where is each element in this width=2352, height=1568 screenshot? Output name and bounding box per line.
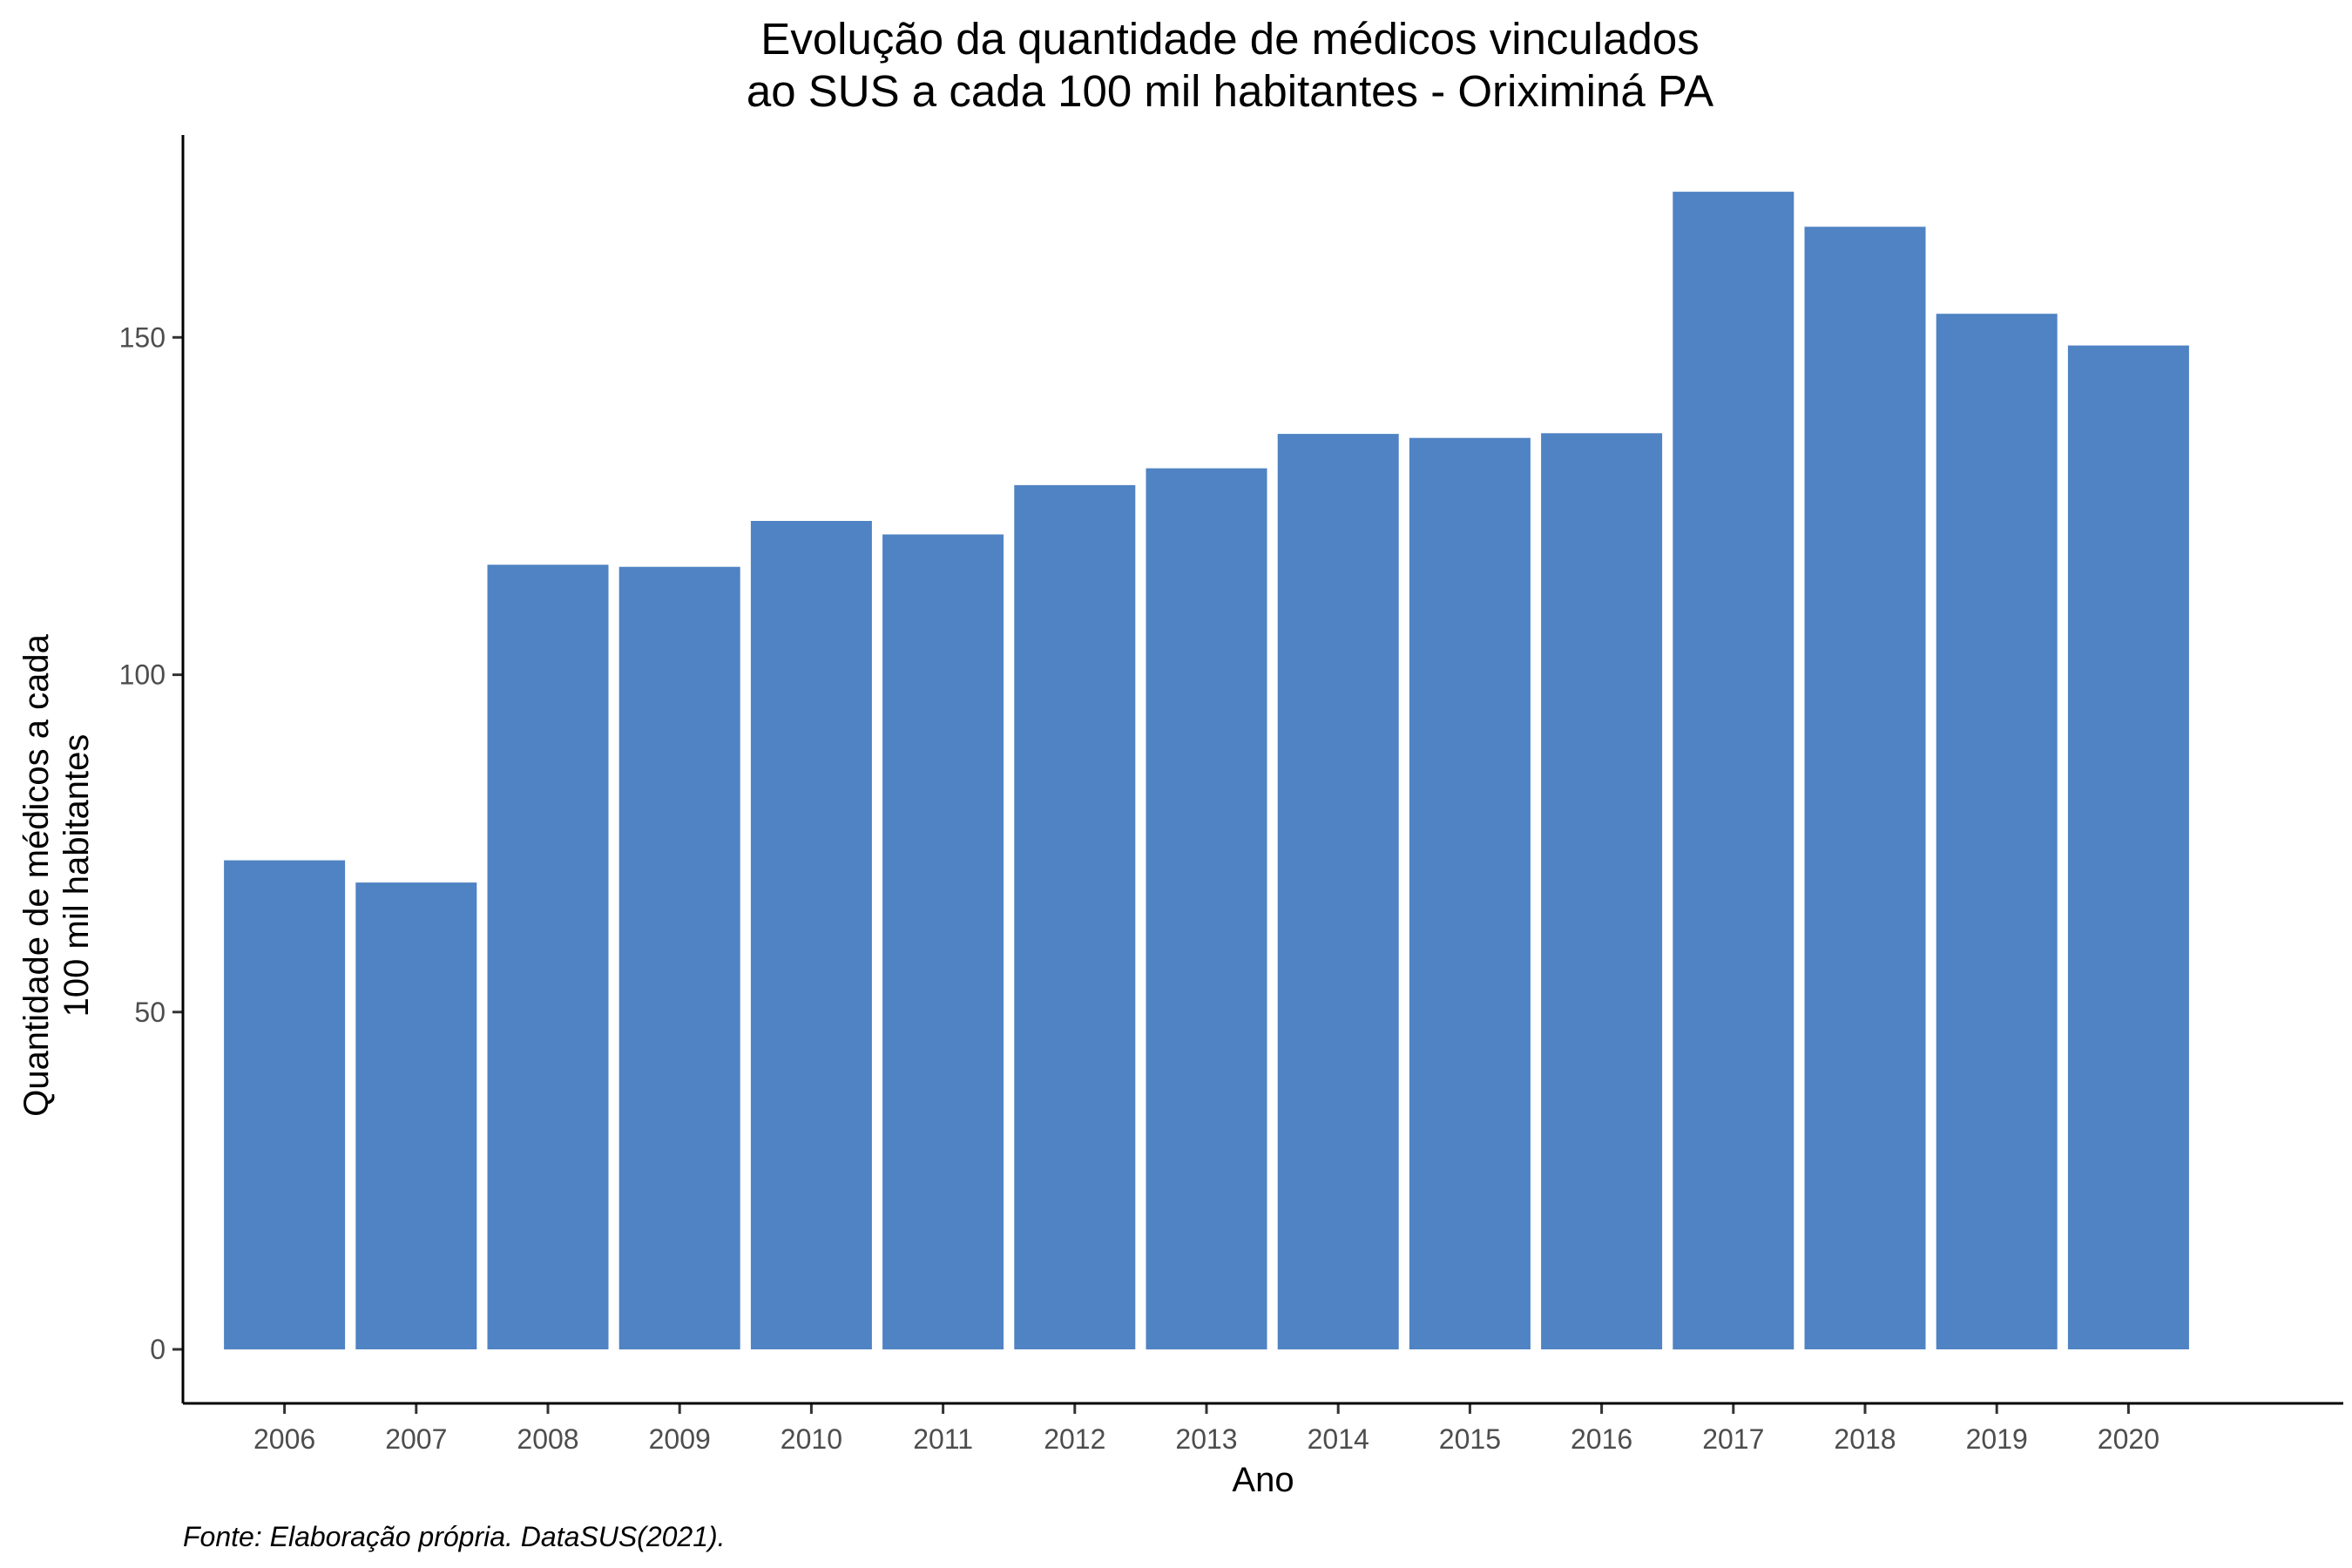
x-tick-label-2015: 2015 — [1439, 1423, 1501, 1455]
x-tick-label-2006: 2006 — [253, 1423, 315, 1455]
x-tick-label-2016: 2016 — [1571, 1423, 1632, 1455]
y-axis-title-line-2: 100 mil habitantes — [57, 734, 96, 1017]
x-tick-label-2012: 2012 — [1044, 1423, 1105, 1455]
x-tick-label-2014: 2014 — [1308, 1423, 1369, 1455]
bar-2014 — [1277, 434, 1399, 1350]
y-tick-label-50: 50 — [134, 997, 166, 1028]
bar-2008 — [487, 564, 609, 1349]
x-tick-label-2009: 2009 — [649, 1423, 711, 1455]
x-tick-label-2008: 2008 — [517, 1423, 578, 1455]
bar-2011 — [882, 534, 1004, 1350]
x-tick-label-2007: 2007 — [385, 1423, 447, 1455]
chart-title-line-2: ao SUS a cada 100 mil habitantes - Orixi… — [747, 66, 1713, 116]
x-tick-label-2013: 2013 — [1175, 1423, 1237, 1455]
bar-2012 — [1014, 484, 1136, 1349]
x-tick-label-2018: 2018 — [1834, 1423, 1896, 1455]
x-tick-label-2010: 2010 — [781, 1423, 842, 1455]
bar-2009 — [618, 566, 740, 1350]
chart-title-line-1: Evolução da quantidade de médicos vincul… — [760, 14, 1699, 64]
y-axis-title: Quantidade de médicos a cada 100 mil hab… — [17, 633, 96, 1116]
x-tick-label-2019: 2019 — [1966, 1423, 2028, 1455]
y-axis-title-line-1: Quantidade de médicos a cada — [17, 633, 56, 1116]
x-axis-title: Ano — [1232, 1461, 1294, 1499]
x-tick-label-2017: 2017 — [1702, 1423, 1764, 1455]
bars — [224, 192, 2189, 1350]
bar-2018 — [1804, 226, 1926, 1349]
y-tick-label-150: 150 — [119, 321, 166, 353]
x-tick-label-2011: 2011 — [913, 1423, 973, 1455]
y-tick-label-0: 0 — [150, 1334, 166, 1365]
bar-2020 — [2067, 345, 2189, 1350]
bar-2015 — [1409, 437, 1531, 1350]
y-axis-ticks: 0 50 100 150 — [119, 321, 183, 1365]
bar-2010 — [750, 521, 872, 1349]
y-tick-label-100: 100 — [119, 659, 166, 691]
bar-2006 — [224, 860, 346, 1350]
x-tick-label-2020: 2020 — [2098, 1423, 2159, 1455]
bar-2013 — [1146, 468, 1267, 1350]
bar-2016 — [1541, 433, 1663, 1349]
chart-title: Evolução da quantidade de médicos vincul… — [747, 14, 1713, 116]
bar-2017 — [1673, 192, 1794, 1350]
bar-2007 — [355, 882, 477, 1349]
bar-2019 — [1936, 314, 2058, 1350]
chart-caption: Fonte: Elaboração própria. DataSUS(2021)… — [183, 1521, 726, 1552]
x-axis-ticks: 2006 2007 2008 2009 2010 2011 2012 2013 2014 2015… — [253, 1403, 2159, 1455]
